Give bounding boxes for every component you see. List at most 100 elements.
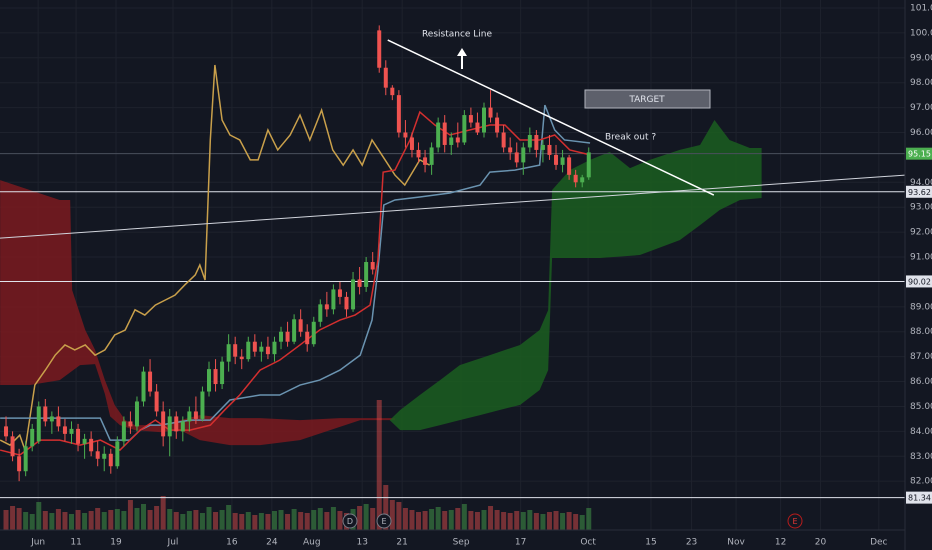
y-tick-label: 100.00 — [910, 28, 932, 38]
y-tick-label: 88.00 — [910, 327, 932, 337]
x-tick-label: 11 — [70, 538, 81, 548]
events: D E E — [342, 513, 803, 529]
volume-bar — [134, 508, 140, 530]
trendline — [0, 174, 905, 239]
volume-bar — [560, 513, 566, 530]
volume-bar — [278, 510, 284, 530]
x-tick-label: Sep — [453, 538, 470, 548]
y-tick-label: 94.00 — [910, 178, 932, 188]
candle-body — [141, 371, 146, 402]
volume-bar — [49, 513, 55, 530]
volume-bar — [383, 485, 389, 530]
volume-bar — [416, 512, 422, 530]
candle-body — [540, 144, 545, 150]
volume-bar — [219, 510, 225, 530]
candle-body — [226, 344, 231, 362]
cloud — [0, 180, 395, 446]
candle-body — [95, 451, 100, 459]
candle-body — [442, 122, 447, 145]
volume-bar — [389, 500, 395, 530]
volume-bar — [180, 514, 186, 530]
candle-body — [403, 132, 408, 138]
y-tick-label: 96.00 — [910, 128, 932, 138]
price-level-label: 93.62 — [908, 188, 931, 197]
x-tick-label: Dec — [870, 538, 887, 548]
event-marker[interactable] — [342, 513, 358, 529]
candle-body — [62, 426, 67, 434]
trendline — [387, 39, 715, 196]
annotations: Resistance Line TARGET Break out ? — [422, 30, 711, 143]
volume-bar — [193, 510, 199, 530]
price-level-label: 95.15 — [908, 150, 931, 159]
volume-bar — [357, 506, 363, 530]
candle-body — [495, 117, 500, 133]
volume-bar — [586, 508, 592, 530]
y-tick-label: 84.00 — [910, 427, 932, 437]
volume-bar — [514, 511, 520, 530]
candle-body — [423, 157, 428, 165]
candle-body — [220, 361, 225, 385]
x-tick-label: 16 — [226, 538, 238, 548]
price-level-box — [906, 147, 932, 160]
volume-bar — [455, 508, 461, 530]
volume-bar — [127, 500, 133, 530]
candle-body — [501, 132, 506, 148]
candle-body — [56, 416, 61, 427]
candle-body — [108, 453, 113, 467]
candle-body — [36, 406, 41, 442]
candle-body — [377, 30, 382, 68]
volume-bar — [429, 509, 435, 530]
volume-bar — [317, 508, 323, 530]
candle-body — [259, 346, 264, 352]
candle-body — [521, 147, 526, 163]
volume-bar — [173, 512, 179, 530]
volume-bar — [206, 507, 212, 530]
y-tick-label: 101.00 — [910, 3, 932, 13]
volume-bar — [330, 507, 336, 530]
volume-bar — [3, 510, 9, 530]
volume-bar — [141, 504, 147, 530]
y-tick-label: 97.00 — [910, 103, 932, 113]
candle-body — [30, 428, 35, 447]
x-tick-label: Aug — [303, 538, 321, 548]
candle-body — [115, 441, 120, 467]
candle-body — [239, 356, 244, 360]
candle-body — [252, 341, 257, 352]
volume-bar — [55, 509, 61, 530]
candle-body — [370, 262, 375, 270]
volume-bar — [147, 510, 153, 530]
volume-bar — [474, 512, 480, 530]
volume-bar — [363, 504, 369, 530]
volume-bar — [435, 507, 441, 530]
volume-bar — [461, 504, 467, 530]
candle-body — [508, 147, 513, 153]
volume-bar — [154, 506, 160, 530]
volume-bar — [108, 510, 114, 530]
candle-body — [416, 149, 421, 158]
price-level-box — [906, 275, 932, 288]
target-label: TARGET — [628, 95, 665, 105]
candle-body — [573, 174, 578, 183]
volume-bar — [75, 510, 81, 530]
volume-bar — [527, 510, 533, 530]
x-tick-label: Oct — [580, 538, 596, 548]
price-level-label: 90.02 — [908, 277, 931, 286]
x-tick-label: 23 — [686, 538, 697, 548]
volume-bar — [311, 510, 317, 530]
price-level-box — [906, 185, 932, 198]
volume-bar — [291, 509, 297, 530]
volume-bar — [442, 511, 448, 530]
volume-bar — [265, 514, 271, 530]
event-marker[interactable] — [376, 513, 392, 529]
volume-bar — [258, 513, 264, 530]
volume-bar — [409, 510, 415, 530]
volume-bar — [324, 512, 330, 530]
candle-body — [193, 411, 198, 419]
volume-bar — [88, 511, 94, 530]
x-tick-label: 24 — [266, 538, 278, 548]
y-tick-label: 87.00 — [910, 352, 932, 362]
candle-body — [292, 319, 297, 342]
event-marker[interactable] — [787, 513, 803, 529]
